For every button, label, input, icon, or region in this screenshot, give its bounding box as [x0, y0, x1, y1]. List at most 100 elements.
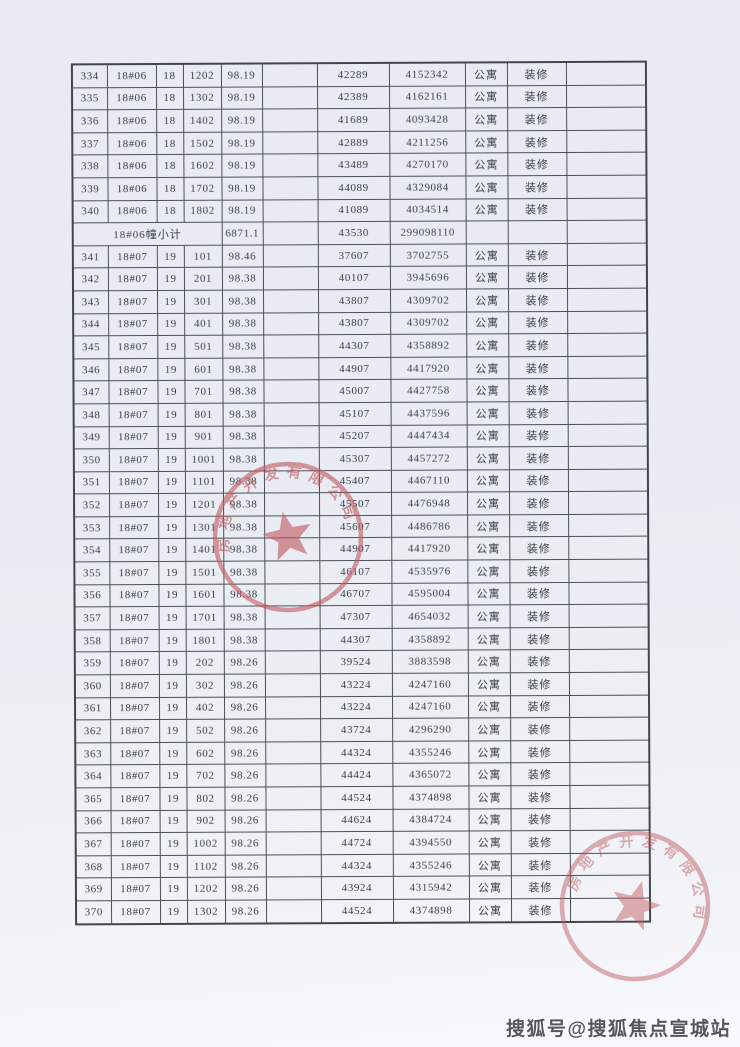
cell-floor: 19	[158, 516, 186, 539]
cell-note	[567, 423, 648, 447]
cell-total-price: 4535976	[391, 560, 468, 584]
cell-room: 1202	[186, 877, 225, 901]
cell-type: 公寓	[466, 311, 509, 335]
cell-decoration: 装修	[507, 243, 567, 267]
cell-type: 公寓	[467, 537, 510, 561]
cell-room: 1502	[183, 131, 222, 155]
cell-type: 公寓	[466, 492, 510, 515]
cell-unit-price: 44324	[320, 854, 393, 878]
cell-floor: 19	[158, 561, 186, 585]
cell-total-price: 4417920	[390, 356, 467, 380]
cell-gap	[265, 786, 321, 810]
cell-building: 18#07	[108, 425, 158, 449]
cell-area: 98.38	[223, 606, 265, 630]
cell-unit-price: 44089	[317, 176, 390, 200]
cell-gap	[265, 854, 321, 878]
cell-building: 18#07	[110, 855, 160, 879]
cell-area: 98.26	[224, 741, 266, 765]
cell-no: 337	[72, 132, 108, 156]
cell-note	[568, 513, 649, 537]
cell-room: 201	[183, 267, 223, 291]
cell-gap	[262, 244, 318, 268]
cell-area: 98.38	[223, 493, 265, 517]
cell-unit-price: 44307	[319, 628, 392, 652]
cell-gap	[265, 877, 321, 900]
cell-area: 98.38	[222, 425, 264, 449]
cell-note	[567, 446, 648, 470]
cell-building: 18#07	[110, 810, 160, 833]
cell-no: 351	[73, 471, 110, 495]
cell-room: 902	[186, 809, 225, 833]
cell-no: 361	[74, 697, 111, 721]
cell-unit-price: 44307	[318, 334, 391, 358]
cell-decoration: 装修	[510, 740, 570, 764]
cell-decoration: 装修	[510, 785, 570, 809]
cell-decoration: 装修	[507, 130, 567, 154]
cell-room: 1101	[184, 470, 224, 494]
cell-room: 1402	[183, 109, 222, 133]
cell-decoration: 装修	[506, 61, 567, 86]
cell-no: 334	[71, 64, 108, 88]
cell-gap	[264, 538, 320, 562]
cell-total-price: 4315942	[392, 876, 469, 900]
cell-gap	[262, 221, 318, 245]
cell-no: 343	[73, 290, 109, 314]
table-row: 365 18#07 19 802 98.26 44524 4374898 公寓 装修	[75, 785, 650, 811]
cell-no: 357	[74, 606, 110, 630]
cell-floor: 19	[158, 606, 186, 630]
cell-floor: 18	[156, 154, 184, 178]
cell-area: 98.38	[222, 312, 264, 336]
cell-no: 352	[74, 494, 110, 517]
cell-gap	[263, 402, 319, 426]
cell-unit-price: 46107	[319, 560, 392, 584]
cell-room: 1201	[185, 493, 224, 517]
cell-room: 401	[184, 312, 223, 336]
cell-room: 301	[184, 290, 223, 313]
table-row: 341 18#07 19 101 98.46 37607 3702755 公寓 装修	[72, 242, 647, 269]
cell-total-price: 4355246	[392, 853, 469, 877]
cell-note	[566, 197, 647, 221]
cell-note	[568, 536, 649, 560]
cell-unit-price: 47307	[319, 605, 392, 629]
cell-room: 1702	[183, 177, 222, 200]
cell-type: 公寓	[468, 876, 511, 899]
cell-gap	[264, 583, 320, 607]
cell-total-price: 4270170	[389, 153, 466, 177]
cell-floor: 19	[159, 900, 188, 924]
cell-building: 18#07	[108, 448, 158, 472]
cell-total-price: 4093428	[389, 108, 466, 132]
cell-building: 18#07	[108, 403, 158, 427]
cell-decoration: 装修	[507, 152, 567, 176]
cell-total-price: 3702755	[389, 243, 466, 267]
cell-decoration	[507, 220, 567, 244]
cell-type	[465, 220, 508, 244]
cell-no: 355	[74, 561, 110, 585]
cell-building: 18#06	[107, 154, 157, 178]
cell-note	[566, 220, 647, 244]
cell-note	[569, 875, 650, 899]
cell-total-price: 4034514	[389, 198, 466, 222]
cell-type: 公寓	[468, 898, 512, 923]
cell-decoration: 装修	[509, 672, 569, 696]
cell-area: 98.38	[222, 380, 264, 404]
cell-unit-price: 42289	[316, 62, 390, 87]
cell-area: 98.26	[223, 651, 265, 675]
cell-unit-price: 44724	[320, 831, 393, 855]
cell-floor: 18	[156, 177, 184, 201]
cell-note	[569, 717, 650, 741]
cell-total-price: 4427758	[390, 379, 467, 403]
cell-type: 公寓	[465, 266, 509, 289]
cell-floor: 19	[159, 719, 187, 743]
cell-type: 公寓	[465, 85, 508, 109]
cell-total-price: 4162161	[389, 85, 466, 109]
table-row: 339 18#06 18 1702 98.19 44089 4329084 公寓 装修	[72, 175, 647, 201]
cell-total-price: 4447434	[390, 424, 467, 448]
cell-total-price: 4476948	[390, 492, 468, 516]
cell-gap	[262, 108, 318, 132]
cell-type: 公寓	[465, 153, 508, 176]
cell-unit-price: 42389	[317, 85, 390, 109]
cell-note	[568, 604, 649, 628]
cell-unit-price: 39524	[319, 650, 392, 674]
cell-total-price: 4296290	[392, 718, 469, 742]
table-row: 367 18#07 19 1002 98.26 44724 4394550 公寓 装修	[75, 830, 650, 856]
